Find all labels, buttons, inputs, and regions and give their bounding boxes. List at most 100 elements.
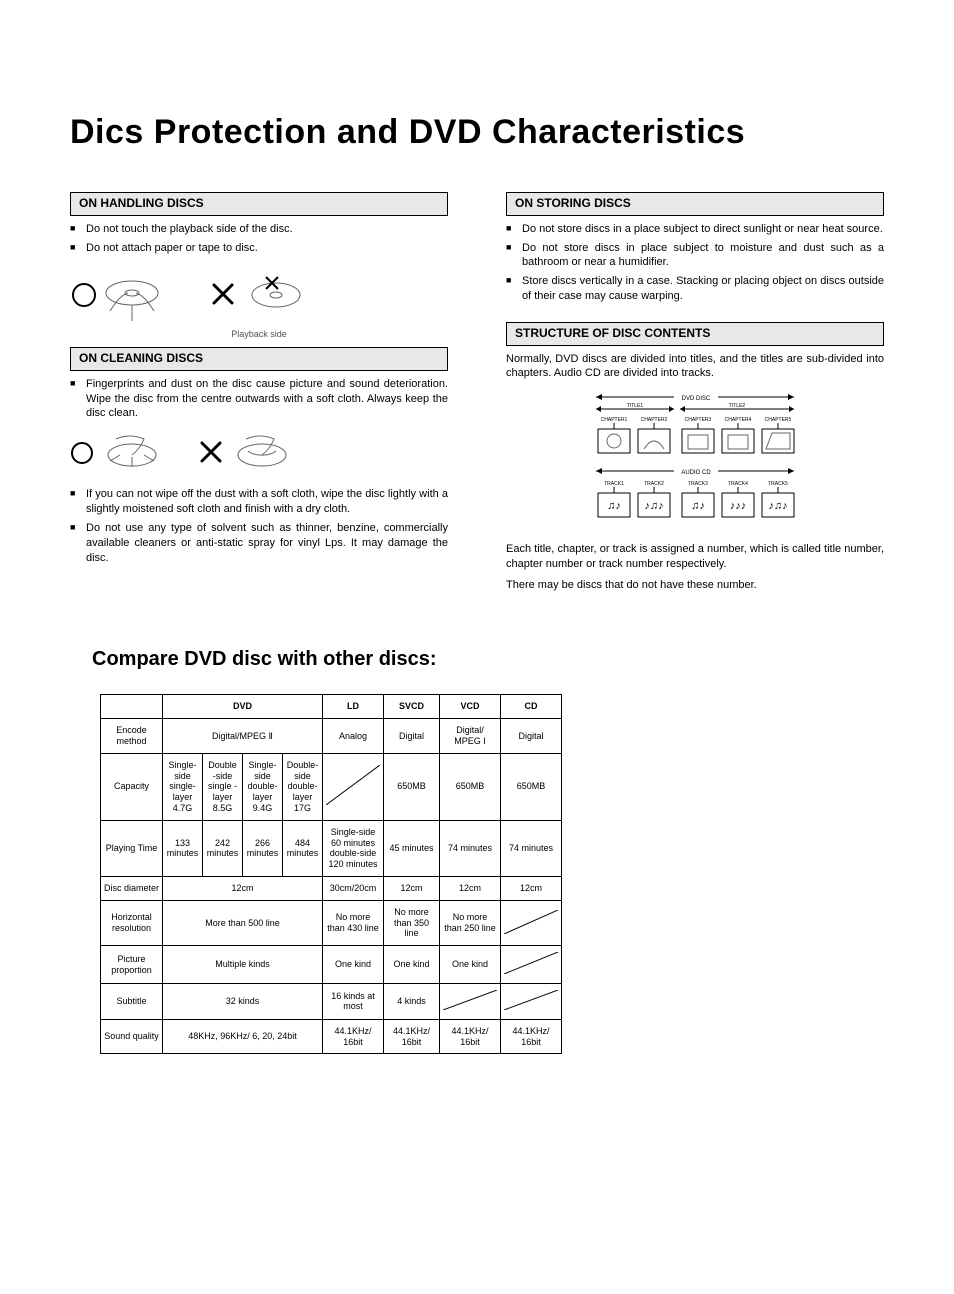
cell: More than 500 line xyxy=(163,900,323,945)
handling-header: ON HANDLING DISCS xyxy=(70,192,448,216)
page-title: Dics Protection and DVD Characteristics xyxy=(70,110,884,154)
cell: Digital xyxy=(384,719,440,754)
cell: Multiple kinds xyxy=(163,946,323,984)
list-item: Do not touch the playback side of the di… xyxy=(70,222,448,237)
cell: Digital/ MPEG I xyxy=(440,719,501,754)
cell: 45 minutes xyxy=(384,820,440,876)
structure-desc-1: Normally, DVD discs are divided into tit… xyxy=(506,352,884,382)
cell: 484 minutes xyxy=(283,820,323,876)
cell: 650MB xyxy=(440,753,501,820)
svg-text:CHAPTER1: CHAPTER1 xyxy=(601,417,628,423)
cell-diag xyxy=(440,983,501,1019)
svg-text:♫♪: ♫♪ xyxy=(691,500,705,512)
cleaning-list-1: Fingerprints and dust on the disc cause … xyxy=(70,377,448,422)
cell: 133 minutes xyxy=(163,820,203,876)
storing-header: ON STORING DISCS xyxy=(506,192,884,216)
row-label: Horizontal resolution xyxy=(101,900,163,945)
table-row: Disc diameter 12cm 30cm/20cm 12cm 12cm 1… xyxy=(101,876,562,900)
svg-text:TRACK2: TRACK2 xyxy=(644,481,664,487)
disc-correct-icon xyxy=(70,263,180,323)
cell-diag xyxy=(323,753,384,820)
row-label: Capacity xyxy=(101,753,163,820)
svg-text:♪♪♪: ♪♪♪ xyxy=(730,500,747,512)
handling-illustration xyxy=(70,263,448,323)
list-item: Do not use any type of solvent such as t… xyxy=(70,521,448,566)
cell: 12cm xyxy=(501,876,562,900)
row-label: Disc diameter xyxy=(101,876,163,900)
cell: Single-side 60 minutes double-side 120 m… xyxy=(323,820,384,876)
table-row: Encode method Digital/MPEG Ⅱ Analog Digi… xyxy=(101,719,562,754)
cell: Digital xyxy=(501,719,562,754)
row-label: Playing Time xyxy=(101,820,163,876)
cell: Double-side double-layer 17G xyxy=(283,753,323,820)
cell: 12cm xyxy=(163,876,323,900)
compare-table: DVD LD SVCD VCD CD Encode method Digital… xyxy=(100,694,562,1054)
handling-list: Do not touch the playback side of the di… xyxy=(70,222,448,256)
svg-text:TITLE1: TITLE1 xyxy=(627,403,644,409)
svg-text:CHAPTER4: CHAPTER4 xyxy=(725,417,752,423)
cell: 650MB xyxy=(384,753,440,820)
table-row: Subtitle 32 kinds 16 kinds at most 4 kin… xyxy=(101,983,562,1019)
cell-diag xyxy=(501,946,562,984)
cell: Digital/MPEG Ⅱ xyxy=(163,719,323,754)
list-item: Do not store discs in a place subject to… xyxy=(506,222,884,237)
svg-text:TRACK4: TRACK4 xyxy=(728,481,748,487)
cell: Single-side double-layer 9.4G xyxy=(243,753,283,820)
cell-diag xyxy=(501,983,562,1019)
svg-text:TITLE2: TITLE2 xyxy=(729,403,746,409)
cell: 74 minutes xyxy=(501,820,562,876)
table-row: Sound quality 48KHz, 96KHz/ 6, 20, 24bit… xyxy=(101,1019,562,1054)
cell: 44.1KHz/ 16bit xyxy=(323,1019,384,1054)
cell: One kind xyxy=(440,946,501,984)
list-item: If you can not wipe off the dust with a … xyxy=(70,487,448,517)
wipe-wrong-icon xyxy=(200,429,300,477)
row-label: Picture proportion xyxy=(101,946,163,984)
list-item: Store discs vertically in a case. Stacki… xyxy=(506,274,884,304)
cell-diag xyxy=(501,900,562,945)
two-column-layout: ON HANDLING DISCS Do not touch the playb… xyxy=(70,192,884,598)
cell: 12cm xyxy=(440,876,501,900)
cell: Single-side single-layer 4.7G xyxy=(163,753,203,820)
cell: Double -side single -layer 8.5G xyxy=(203,753,243,820)
list-item: Fingerprints and dust on the disc cause … xyxy=(70,377,448,422)
right-column: ON STORING DISCS Do not store discs in a… xyxy=(506,192,884,598)
svg-text:TRACK3: TRACK3 xyxy=(688,481,708,487)
cell: No more than 350 line xyxy=(384,900,440,945)
cell: 44.1KHz/ 16bit xyxy=(501,1019,562,1054)
col-cd: CD xyxy=(501,695,562,719)
list-item: Do not store discs in place subject to m… xyxy=(506,241,884,271)
svg-text:♫♪: ♫♪ xyxy=(607,500,621,512)
cleaning-list-2: If you can not wipe off the dust with a … xyxy=(70,487,448,565)
svg-text:CHAPTER5: CHAPTER5 xyxy=(765,417,792,423)
cell: 266 minutes xyxy=(243,820,283,876)
svg-text:♪♫♪: ♪♫♪ xyxy=(644,500,663,512)
list-item: Do not attach paper or tape to disc. xyxy=(70,241,448,256)
svg-text:CHAPTER2: CHAPTER2 xyxy=(641,417,668,423)
cell: Analog xyxy=(323,719,384,754)
cell: 44.1KHz/ 16bit xyxy=(384,1019,440,1054)
disc-wrong-icon xyxy=(210,263,310,323)
cell: One kind xyxy=(384,946,440,984)
structure-header: STRUCTURE OF DISC CONTENTS xyxy=(506,322,884,346)
svg-text:TRACK1: TRACK1 xyxy=(604,481,624,487)
svg-text:CHAPTER3: CHAPTER3 xyxy=(685,417,712,423)
row-label: Encode method xyxy=(101,719,163,754)
col-dvd: DVD xyxy=(163,695,323,719)
wipe-correct-icon xyxy=(70,429,170,477)
svg-text:♪♫♪: ♪♫♪ xyxy=(768,500,787,512)
cell: 30cm/20cm xyxy=(323,876,384,900)
cell: 74 minutes xyxy=(440,820,501,876)
playback-side-label: Playback side xyxy=(70,329,448,341)
left-column: ON HANDLING DISCS Do not touch the playb… xyxy=(70,192,448,598)
cell: 12cm xyxy=(384,876,440,900)
structure-desc-2: Each title, chapter, or track is assigne… xyxy=(506,542,884,572)
structure-desc-3: There may be discs that do not have thes… xyxy=(506,578,884,593)
cell: 16 kinds at most xyxy=(323,983,384,1019)
row-label: Sound quality xyxy=(101,1019,163,1054)
table-row: Picture proportion Multiple kinds One ki… xyxy=(101,946,562,984)
compare-title: Compare DVD disc with other discs: xyxy=(92,646,884,672)
svg-text:TRACK5: TRACK5 xyxy=(768,481,788,487)
table-row: Playing Time 133 minutes 242 minutes 266… xyxy=(101,820,562,876)
cell: No more than 430 line xyxy=(323,900,384,945)
col-ld: LD xyxy=(323,695,384,719)
